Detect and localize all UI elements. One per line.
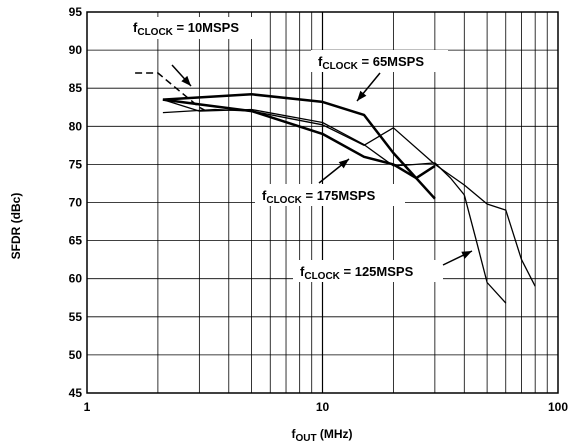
series-line-3	[162, 108, 536, 287]
y-tick-label: 55	[69, 310, 83, 324]
annotation-label-sub: CLOCK	[304, 271, 340, 282]
y-tick-label: 65	[69, 234, 83, 248]
annotation-label-rest: = 175MSPS	[302, 188, 376, 203]
series-lines	[135, 72, 536, 304]
x-axis-label: fOUT (MHz)	[291, 427, 352, 444]
y-tick-labels: 45 50 55 60 65 70 75 80 85 90 95	[69, 5, 83, 400]
x-axis-label-rest: (MHz)	[317, 427, 353, 441]
annotation-label: fCLOCK = 65MSPS	[318, 54, 424, 72]
annotation-2: fCLOCK = 175MSPS	[255, 158, 405, 206]
annotation-label: fCLOCK = 10MSPS	[133, 20, 239, 38]
annotation-3: fCLOCK = 125MSPS	[293, 250, 473, 282]
x-tick-labels: 1 10 100	[84, 400, 569, 414]
x-axis-label-main: f	[291, 427, 296, 441]
x-tick-label: 1	[84, 400, 91, 414]
annotation-label-main: f	[262, 188, 267, 203]
annotation-label-sub: CLOCK	[322, 61, 358, 72]
series-line-4	[162, 98, 507, 304]
annotation-0: fCLOCK = 10MSPS	[126, 17, 256, 87]
x-tick-label: 10	[316, 400, 330, 414]
annotation-arrow-head	[357, 90, 367, 101]
annotation-label-rest: = 125MSPS	[340, 264, 414, 279]
annotation-label: fCLOCK = 125MSPS	[300, 264, 414, 282]
series-line-1	[162, 93, 436, 200]
y-tick-label: 80	[69, 119, 83, 133]
annotation-arrow-head	[461, 251, 472, 259]
y-axis-label: SFDR (dBc)	[9, 193, 23, 260]
y-tick-label: 45	[69, 386, 83, 400]
annotation-label-rest: = 10MSPS	[173, 20, 239, 35]
annotation-arrow-head	[338, 159, 349, 169]
annotation-1: fCLOCK = 65MSPS	[311, 50, 448, 102]
x-axis-label-sub: OUT	[295, 433, 316, 444]
x-tick-label: 100	[548, 400, 568, 414]
annotation-label: fCLOCK = 175MSPS	[262, 188, 376, 206]
y-tick-label: 85	[69, 81, 83, 95]
annotation-bg	[311, 50, 448, 72]
annotation-label-main: f	[300, 264, 305, 279]
plot-frame	[86, 11, 559, 394]
y-tick-label: 50	[69, 348, 83, 362]
y-tick-label: 90	[69, 43, 83, 57]
annotation-label-main: f	[318, 54, 323, 69]
annotation-arrow-head	[181, 75, 191, 86]
y-tick-label: 60	[69, 272, 83, 286]
series-line-0	[135, 72, 210, 114]
y-tick-label: 70	[69, 196, 83, 210]
annotation-bg	[293, 260, 443, 282]
y-tick-label: 95	[69, 5, 83, 19]
annotation-label-sub: CLOCK	[266, 195, 302, 206]
annotation-bg	[126, 17, 256, 39]
annotation-label-main: f	[133, 20, 138, 35]
y-tick-label: 75	[69, 157, 83, 171]
annotation-label-sub: CLOCK	[137, 27, 173, 38]
annotation-bg	[255, 184, 405, 206]
annotation-label-rest: = 65MSPS	[358, 54, 424, 69]
